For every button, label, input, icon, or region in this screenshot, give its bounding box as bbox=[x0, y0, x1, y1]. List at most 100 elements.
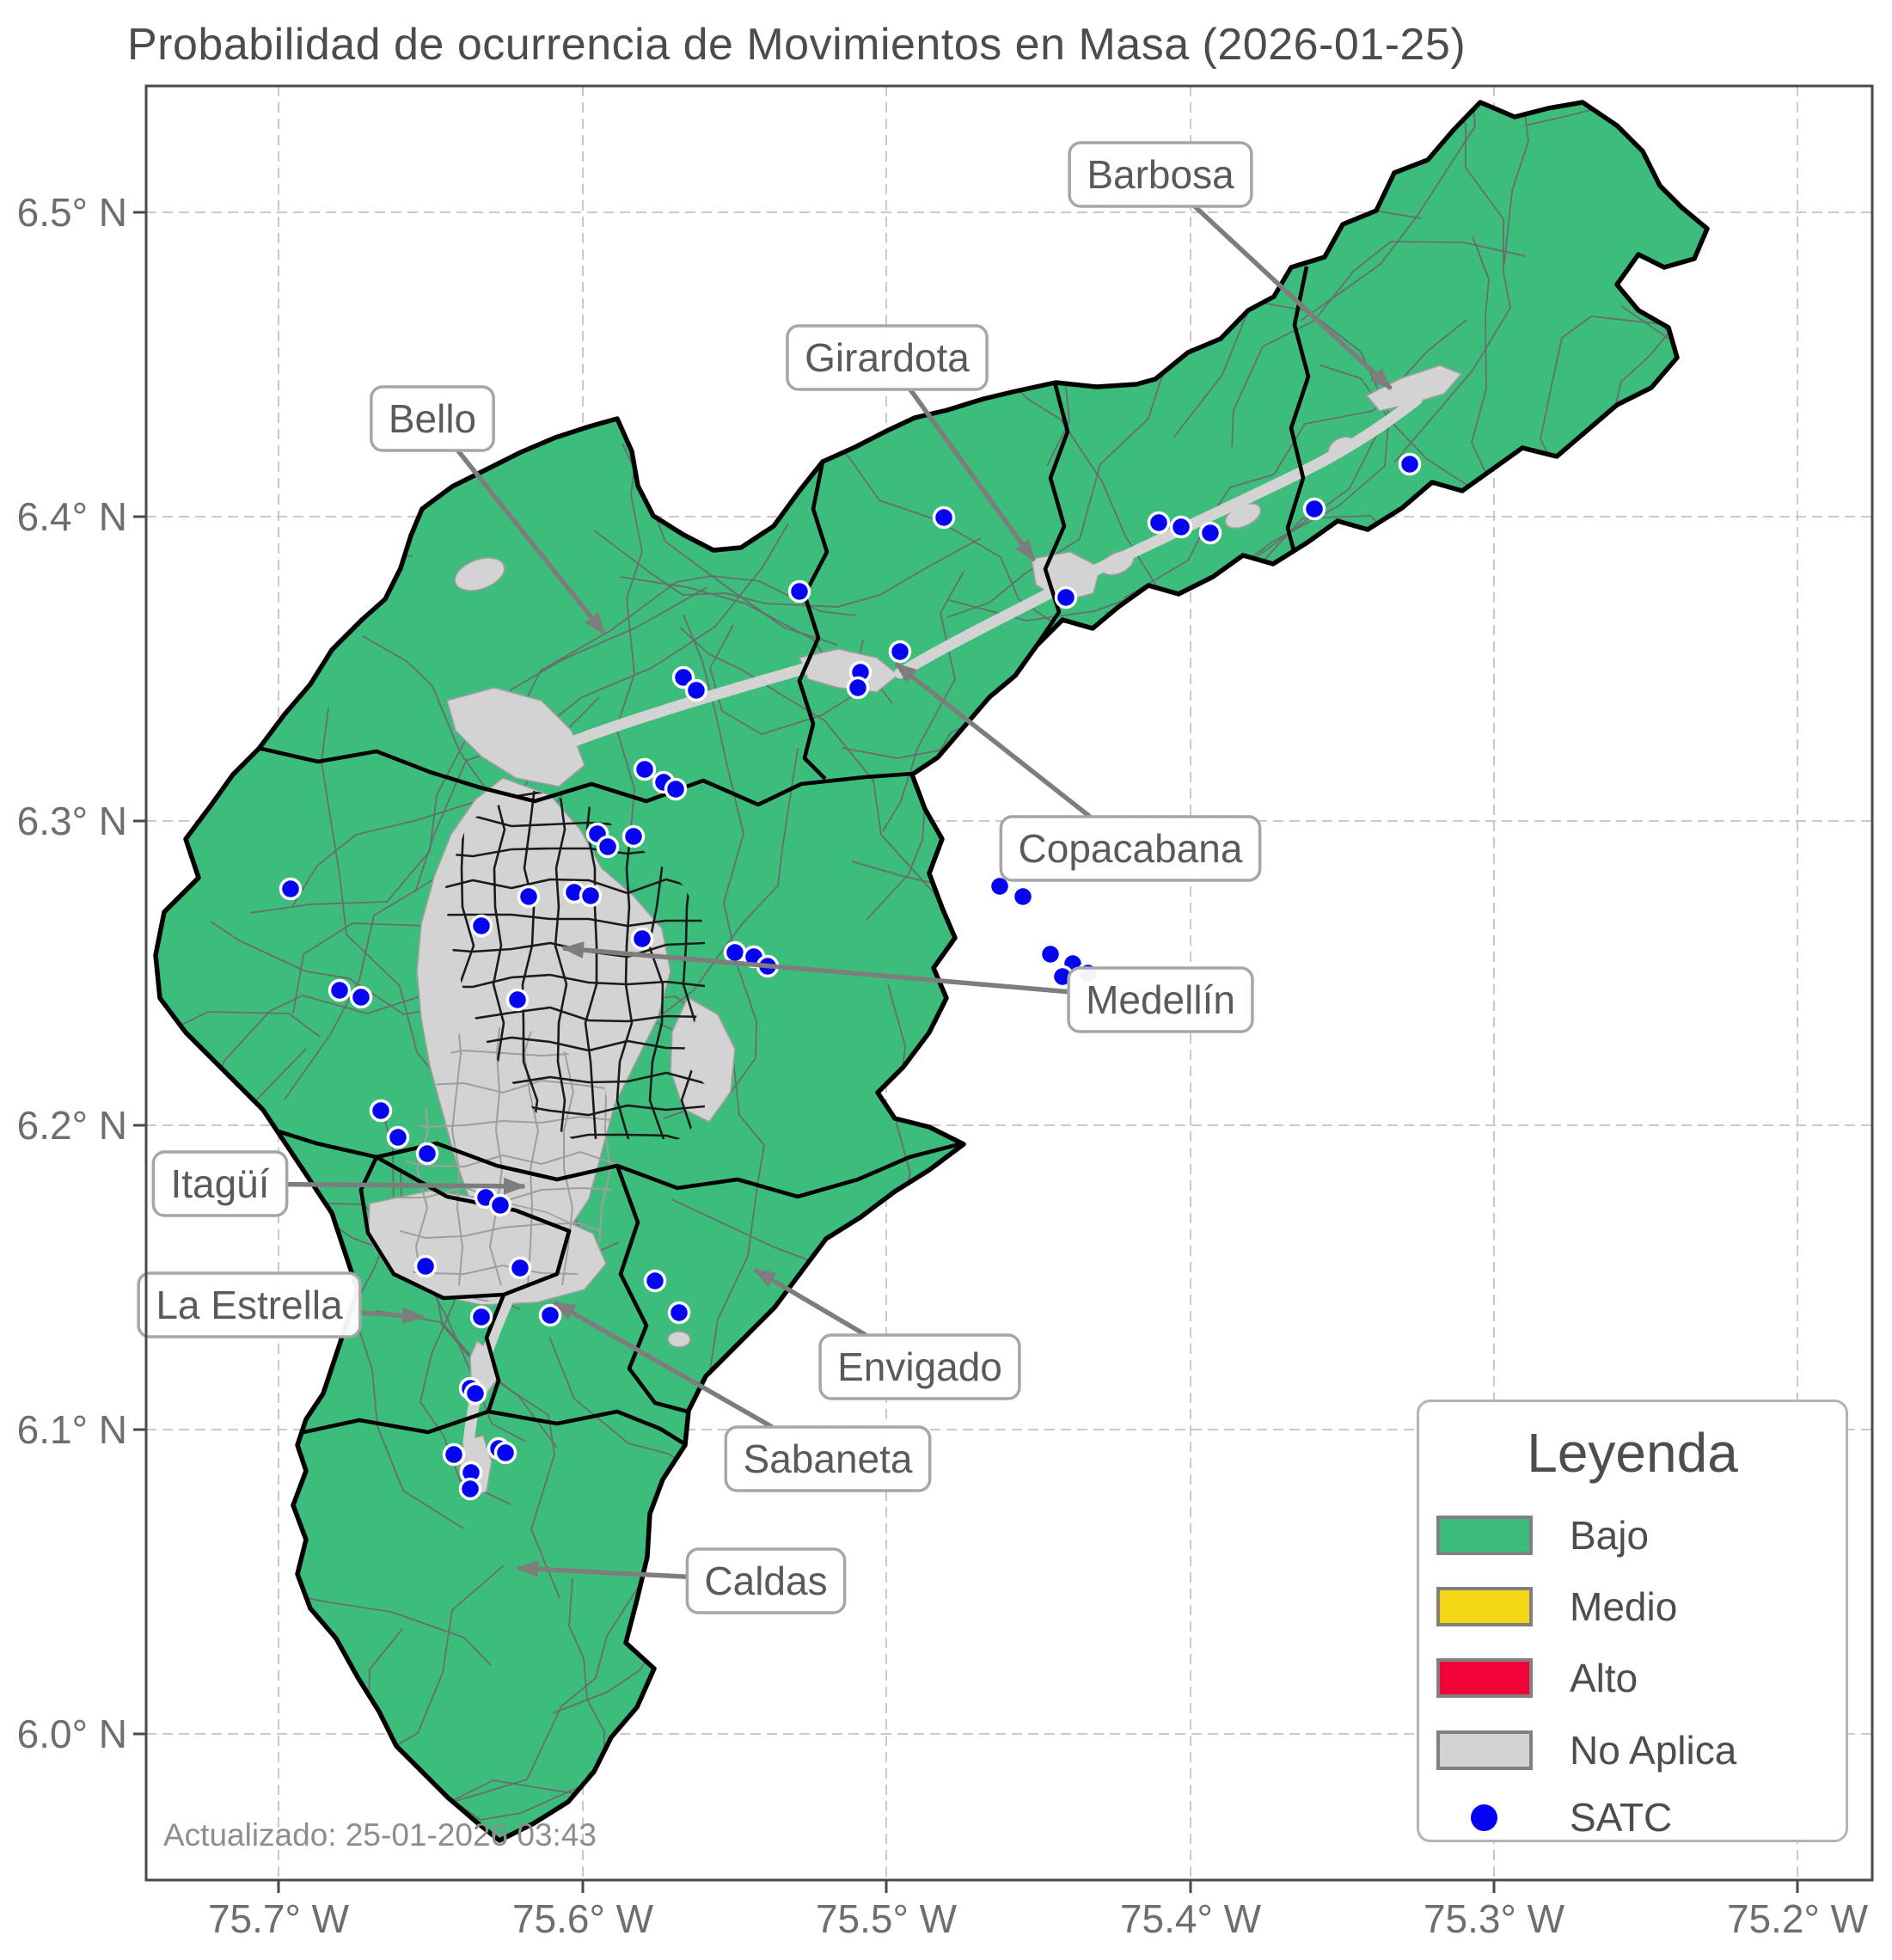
city-annotation-barbosa: Barbosa bbox=[1068, 141, 1393, 391]
urban-spot-5 bbox=[667, 1331, 691, 1348]
legend-satc-dot-icon bbox=[1471, 1804, 1497, 1831]
vereda-line bbox=[1123, 319, 1467, 599]
satc-dot bbox=[458, 1477, 482, 1501]
annotation-arrow bbox=[753, 1267, 867, 1338]
satc-dot bbox=[369, 1099, 393, 1123]
satc-dot bbox=[596, 835, 620, 859]
satc-dot bbox=[488, 1193, 512, 1217]
urban-copacabana bbox=[798, 648, 900, 693]
vereda-line bbox=[593, 748, 799, 1014]
urban-block-line bbox=[391, 1115, 619, 1129]
x-tick-label: 75.6° W bbox=[512, 1896, 654, 1941]
urban-bello-west bbox=[454, 557, 505, 591]
vereda-line bbox=[988, 102, 1146, 395]
legend-label-satc: SATC bbox=[1570, 1795, 1673, 1840]
satc-dot bbox=[787, 579, 811, 603]
legend-label-bajo: Bajo bbox=[1570, 1513, 1650, 1558]
city-annotation-itag-: Itagüí bbox=[151, 1150, 526, 1217]
satc-dot bbox=[469, 1305, 493, 1329]
vereda-line bbox=[593, 530, 982, 608]
satc-dot bbox=[621, 824, 646, 848]
x-tick-label: 75.5° W bbox=[816, 1896, 958, 1941]
city-annotation-sabaneta: Sabaneta bbox=[553, 1300, 932, 1492]
satc-dot bbox=[463, 1381, 487, 1406]
urban-envigado bbox=[670, 995, 736, 1124]
satc-dot bbox=[932, 505, 956, 530]
urban-no-aplica-areas bbox=[367, 364, 1463, 1499]
satc-dot bbox=[630, 927, 654, 951]
annotation-label: Caldas bbox=[704, 1559, 827, 1603]
annotation-arrow bbox=[553, 1300, 774, 1430]
legend-label-no-aplica: No Aplica bbox=[1570, 1728, 1737, 1773]
vereda-line bbox=[1231, 241, 1527, 448]
annotation-box bbox=[137, 1271, 362, 1338]
annotation-box bbox=[818, 1333, 1021, 1400]
border-medellin-bello bbox=[257, 745, 914, 807]
annotation-box bbox=[999, 815, 1262, 882]
annotation-box bbox=[151, 1150, 289, 1217]
vereda-line bbox=[1525, 102, 1707, 126]
annotation-label: Girardota bbox=[805, 335, 970, 380]
vereda-line bbox=[376, 1310, 560, 1599]
y-tick-label: 6.2° N bbox=[17, 1103, 127, 1148]
river-ribbon-bello bbox=[568, 663, 810, 747]
annotation-arrow bbox=[561, 941, 1069, 995]
city-annotation-caldas: Caldas bbox=[516, 1547, 847, 1614]
y-tick-label: 6.4° N bbox=[17, 494, 127, 539]
border-copacabana-girardota bbox=[1034, 382, 1070, 648]
annotation-label: La Estrella bbox=[156, 1283, 343, 1327]
plot-frame bbox=[144, 84, 1874, 1882]
urban-block-line bbox=[561, 1023, 575, 1286]
y-tick-label: 6.5° N bbox=[17, 190, 127, 235]
comuna-border-line bbox=[445, 878, 706, 895]
satc-dot bbox=[1398, 452, 1422, 476]
satc-dot bbox=[1302, 497, 1326, 521]
annotation-box bbox=[724, 1425, 932, 1492]
x-tick-label: 75.3° W bbox=[1424, 1896, 1565, 1941]
vereda-line bbox=[249, 586, 708, 914]
annotation-arrow bbox=[516, 1560, 688, 1579]
annotation-box bbox=[1067, 966, 1254, 1033]
satc-dot bbox=[988, 874, 1012, 898]
x-tick-label: 75.2° W bbox=[1727, 1896, 1869, 1941]
legend-box: Leyenda Bajo Medio Alto No Aplica SATC bbox=[1417, 1400, 1848, 1842]
legend-swatch-bajo bbox=[1436, 1516, 1533, 1555]
y-tick-label: 6.3° N bbox=[17, 799, 127, 843]
annotation-box bbox=[786, 324, 989, 391]
satc-dot bbox=[413, 1254, 438, 1278]
satc-dot bbox=[846, 676, 870, 700]
annotation-arrow bbox=[1192, 204, 1393, 391]
satc-dot bbox=[579, 884, 603, 908]
satc-dot bbox=[684, 678, 708, 702]
annotation-arrow bbox=[286, 1177, 526, 1195]
annotation-arrow bbox=[894, 661, 1092, 819]
border-envigado-sabaneta bbox=[615, 1165, 689, 1414]
satc-dot bbox=[328, 978, 352, 1002]
satc-dot bbox=[469, 914, 493, 938]
x-tick-label: 75.4° W bbox=[1120, 1896, 1262, 1941]
urban-block-line bbox=[391, 1222, 619, 1240]
border-medellin-south bbox=[193, 1122, 964, 1199]
urban-block-line bbox=[523, 1023, 540, 1286]
border-bello-copacabana bbox=[797, 461, 830, 781]
annotation-arrow bbox=[908, 388, 1037, 562]
vereda-line bbox=[1300, 102, 1476, 322]
vereda-line bbox=[1503, 102, 1707, 265]
satc-dots bbox=[279, 452, 1422, 1501]
city-annotation-envigado: Envigado bbox=[753, 1267, 1021, 1400]
urban-barbosa bbox=[1365, 364, 1463, 412]
x-tick-label: 75.7° W bbox=[208, 1896, 350, 1941]
satc-dot bbox=[723, 940, 747, 965]
annotation-arrow bbox=[359, 1307, 425, 1325]
legend-swatch-alto bbox=[1436, 1658, 1533, 1698]
page-title: Probabilidad de ocurrencia de Movimiento… bbox=[127, 20, 1466, 70]
satc-dot bbox=[415, 1142, 439, 1166]
satc-dot bbox=[442, 1442, 466, 1467]
annotation-label: Bello bbox=[389, 396, 476, 441]
axes-frame: 75.7° W 75.6° W 75.5° W 75.4° W 75.3° W 75.2°… bbox=[17, 84, 1874, 1941]
satc-dot bbox=[493, 1441, 517, 1465]
annotation-label: Barbosa bbox=[1087, 152, 1234, 197]
satc-dot bbox=[633, 757, 657, 781]
urban-block-line bbox=[391, 1150, 619, 1168]
